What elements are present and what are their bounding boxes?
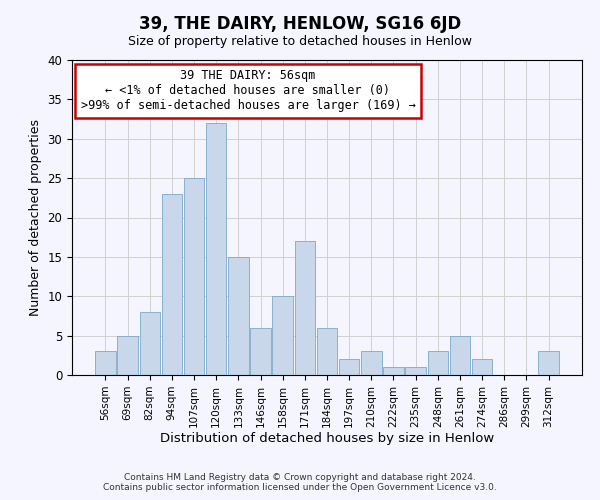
Text: Size of property relative to detached houses in Henlow: Size of property relative to detached ho… bbox=[128, 35, 472, 48]
Bar bbox=[184, 178, 204, 375]
Bar bbox=[361, 352, 382, 375]
Bar bbox=[272, 296, 293, 375]
Bar bbox=[95, 352, 116, 375]
Bar bbox=[118, 336, 138, 375]
Bar bbox=[383, 367, 404, 375]
Bar bbox=[472, 359, 493, 375]
Bar bbox=[228, 257, 248, 375]
Text: 39 THE DAIRY: 56sqm
← <1% of detached houses are smaller (0)
>99% of semi-detach: 39 THE DAIRY: 56sqm ← <1% of detached ho… bbox=[80, 70, 415, 112]
Bar bbox=[206, 123, 226, 375]
Bar bbox=[295, 241, 315, 375]
X-axis label: Distribution of detached houses by size in Henlow: Distribution of detached houses by size … bbox=[160, 432, 494, 446]
Bar bbox=[250, 328, 271, 375]
Bar bbox=[450, 336, 470, 375]
Bar bbox=[428, 352, 448, 375]
Bar bbox=[538, 352, 559, 375]
Bar bbox=[339, 359, 359, 375]
Bar bbox=[161, 194, 182, 375]
Bar bbox=[317, 328, 337, 375]
Bar bbox=[140, 312, 160, 375]
Bar bbox=[406, 367, 426, 375]
Y-axis label: Number of detached properties: Number of detached properties bbox=[29, 119, 42, 316]
Text: Contains HM Land Registry data © Crown copyright and database right 2024.
Contai: Contains HM Land Registry data © Crown c… bbox=[103, 473, 497, 492]
Text: 39, THE DAIRY, HENLOW, SG16 6JD: 39, THE DAIRY, HENLOW, SG16 6JD bbox=[139, 15, 461, 33]
